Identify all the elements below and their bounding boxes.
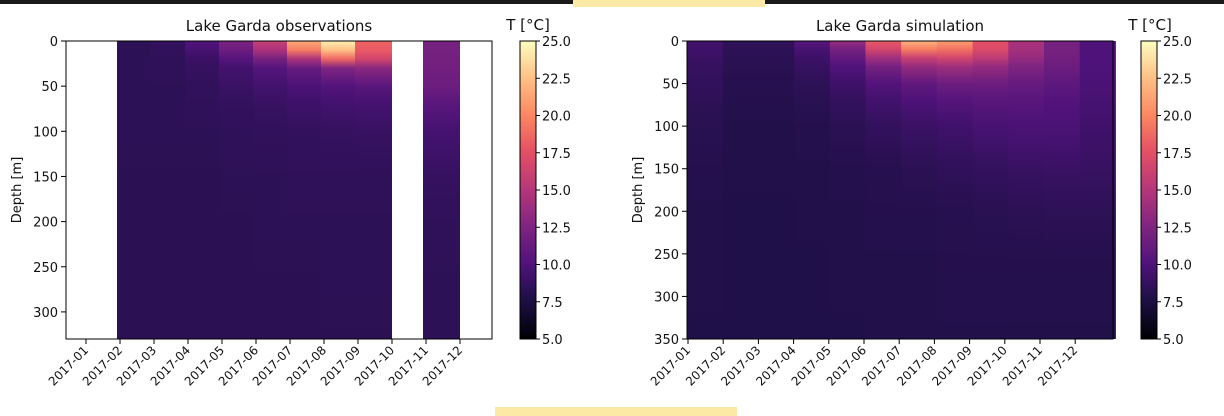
- colorbar-tick-label: 25.0: [542, 35, 571, 50]
- simulation-colorbar-label: T [°C]: [1127, 16, 1172, 34]
- y-tick-label: 150: [654, 163, 679, 178]
- y-tick-label: 50: [662, 78, 679, 93]
- simulation-y-ticks: 0 50 100 150 200 250 300 350: [654, 35, 687, 348]
- heatmap-column-2017-05: [219, 41, 256, 339]
- observations-colorbar: 25.0 22.5 20.0 17.5 15.0 12.5 10.0 7.5 5.0: [519, 35, 571, 348]
- colorbar-tick-label: 12.5: [542, 221, 571, 236]
- heatmap-column-2017-04: [185, 41, 222, 339]
- heatmap-column-2017-08: [321, 41, 358, 339]
- y-tick-label: 300: [654, 290, 679, 305]
- observations-y-ticks: 0 50 100 150 200 250 300: [33, 35, 66, 321]
- heatmap-column-2017-03: [758, 41, 795, 339]
- simulation-panel: Lake Garda simulation Depth [m] 0 50 100 15…: [631, 16, 1192, 389]
- y-tick-label: 350: [654, 333, 679, 348]
- observations-x-ticks: 2017-012017-022017-032017-042017-052017-…: [46, 339, 465, 389]
- colorbar-tick-label: 20.0: [1163, 110, 1192, 125]
- heatmap-column-2017-07: [901, 41, 938, 339]
- colorbar-gradient: [519, 40, 537, 340]
- heatmap-column-2017-11: [423, 41, 460, 339]
- observations-panel: Lake Garda observations Depth [m] 0 50 100…: [10, 16, 571, 389]
- colorbar-tick-label: 5.0: [1163, 333, 1184, 348]
- heatmap-column-2017-02: [722, 41, 759, 339]
- colorbar-tick-label: 10.0: [542, 259, 571, 274]
- observations-plot-frame: [65, 40, 493, 340]
- heatmap-column-2017-12: [1079, 41, 1116, 339]
- y-tick-label: 50: [41, 80, 58, 95]
- simulation-y-axis-label: Depth [m]: [631, 157, 646, 224]
- colorbar-tick-label: 17.5: [1163, 147, 1192, 162]
- colorbar-tick-label: 12.5: [1163, 221, 1192, 236]
- y-tick-label: 100: [33, 125, 58, 140]
- highlight-top: [573, 0, 765, 7]
- simulation-heatmap: [687, 41, 1116, 339]
- y-tick-label: 100: [654, 120, 679, 135]
- heatmap-column-2017-11: [1044, 41, 1081, 339]
- heatmap-column-2017-03: [151, 41, 188, 339]
- heatmap-column-2017-07: [287, 41, 324, 339]
- colorbar-tick-label: 17.5: [542, 147, 571, 162]
- y-tick-label: 150: [33, 170, 58, 185]
- colorbar-tick-label: 10.0: [1163, 259, 1192, 274]
- colorbar-gradient: [1140, 40, 1158, 340]
- observations-colorbar-label: T [°C]: [505, 16, 550, 34]
- y-tick-label: 200: [33, 216, 58, 231]
- simulation-colorbar: 25.0 22.5 20.0 17.5 15.0 12.5 10.0 7.5 5.0: [1140, 35, 1192, 348]
- y-tick-label: 250: [654, 248, 679, 263]
- colorbar-tick-label: 15.0: [542, 184, 571, 199]
- highlight-bottom: [495, 407, 737, 416]
- heatmap-column-2017-06: [253, 41, 290, 339]
- observations-title: Lake Garda observations: [186, 17, 373, 35]
- heatmap-column-2017-08: [936, 41, 974, 339]
- colorbar-tick-label: 25.0: [1163, 35, 1192, 50]
- heatmap-column-2017-02: [117, 41, 154, 339]
- y-tick-label: 300: [33, 306, 58, 321]
- colorbar-tick-label: 20.0: [542, 110, 571, 125]
- simulation-plot-frame: [686, 40, 1114, 340]
- heatmap-column-2017-01: [687, 41, 724, 339]
- colorbar-tick-label: 5.0: [542, 333, 563, 348]
- observations-heatmap: [117, 41, 460, 339]
- colorbar-tick-label: 15.0: [1163, 184, 1192, 199]
- heatmap-column-2017-09: [972, 41, 1009, 339]
- colorbar-tick-label: 7.5: [1163, 296, 1184, 311]
- heatmap-column-2017-09: [355, 41, 392, 339]
- y-tick-label: 250: [33, 261, 58, 276]
- heatmap-column-2017-10: [1008, 41, 1045, 339]
- y-tick-label: 0: [50, 35, 58, 50]
- heatmap-column-2017-05: [829, 41, 866, 339]
- simulation-x-ticks: 2017-012017-022017-032017-042017-052017-…: [648, 339, 1080, 389]
- y-tick-label: 200: [654, 205, 679, 220]
- observations-y-axis-label: Depth [m]: [10, 157, 25, 224]
- heatmap-column-2017-06: [865, 41, 902, 339]
- y-tick-label: 0: [671, 35, 679, 50]
- colorbar-tick-label: 7.5: [542, 296, 563, 311]
- simulation-title: Lake Garda simulation: [816, 17, 984, 35]
- colorbar-tick-label: 22.5: [542, 72, 571, 87]
- heatmap-column-2017-04: [794, 41, 831, 339]
- colorbar-tick-label: 22.5: [1163, 72, 1192, 87]
